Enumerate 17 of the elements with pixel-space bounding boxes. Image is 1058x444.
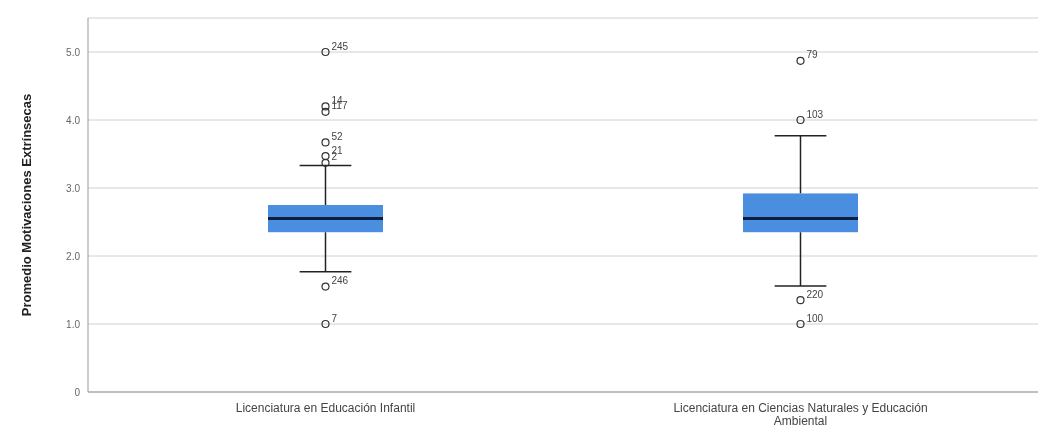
y-tick-label: 4.0 bbox=[66, 114, 81, 126]
annotation: 245 bbox=[331, 40, 349, 52]
annotation: 220 bbox=[806, 288, 824, 300]
annotation: 103 bbox=[806, 108, 824, 120]
y-tick-label: 0 bbox=[74, 386, 81, 398]
annotation: 79 bbox=[806, 49, 819, 61]
x-tick-label: Licenciatura en Educación Infantil bbox=[235, 401, 416, 415]
annotation: 100 bbox=[806, 312, 824, 324]
y-tick-label: 3.0 bbox=[66, 182, 81, 194]
y-axis-title: Promedio Motivaciones Extrínsecas bbox=[18, 93, 34, 317]
annotation: 52 bbox=[331, 130, 344, 142]
annotation: 7 bbox=[331, 312, 338, 324]
x-tick-label: Licenciatura en Ciencias Naturales y Educación Ambiental bbox=[673, 401, 928, 428]
annotation: 246 bbox=[331, 275, 349, 287]
y-tick-label: 5.0 bbox=[66, 46, 81, 58]
y-tick-label: 2.0 bbox=[66, 250, 81, 262]
y-tick-label: 1.0 bbox=[66, 318, 81, 330]
